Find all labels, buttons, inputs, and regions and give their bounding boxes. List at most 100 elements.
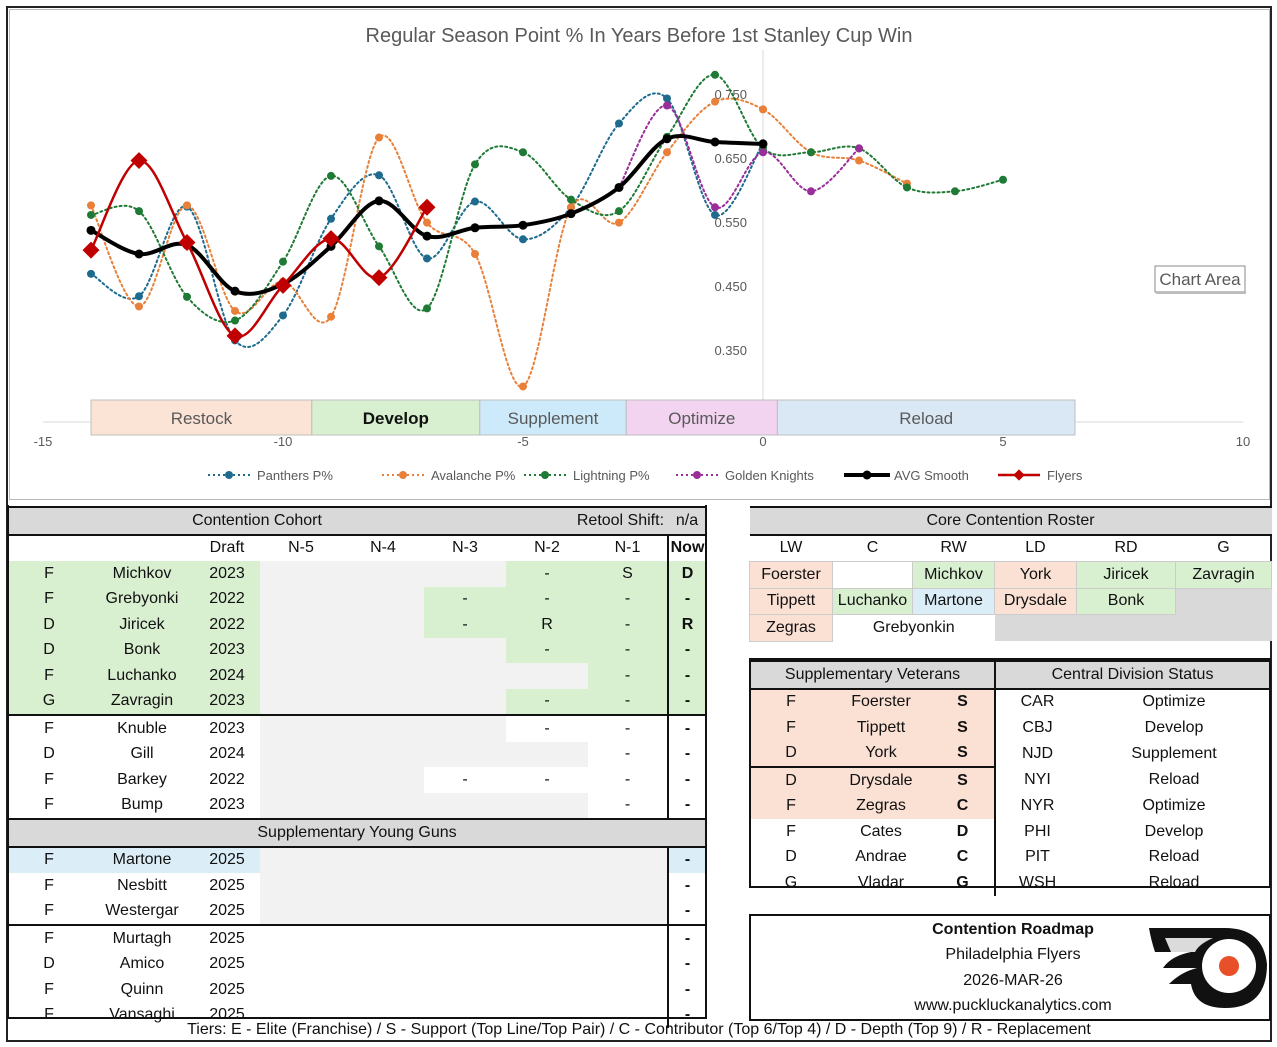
cohort-young-cell-1-0: F bbox=[44, 876, 54, 894]
data-point-avg-smooth bbox=[662, 134, 672, 144]
core-header-rw: RW bbox=[940, 539, 967, 557]
cohort-group1-cell-4-1: Luchanko bbox=[90, 663, 194, 689]
veteran-tier: S bbox=[931, 766, 997, 794]
data-point-lightning-p- bbox=[327, 171, 335, 180]
cohort-group1-cell-2-1: Jiricek bbox=[90, 612, 194, 638]
cohort-group2-cell-2-1: Barkey bbox=[117, 770, 167, 788]
core-cell-rd-1: Jiricek bbox=[1076, 561, 1176, 589]
data-point-avg-smooth bbox=[518, 220, 528, 230]
flyers-logo-icon bbox=[1149, 928, 1267, 1008]
data-point-flyers bbox=[274, 276, 292, 294]
cohort-young-cell-2-3 bbox=[260, 898, 342, 925]
core-cell-rw-1: Michkov bbox=[912, 561, 995, 589]
cohort-group2-cell-0-6: - bbox=[506, 714, 589, 742]
veteran-pos: G bbox=[784, 873, 798, 891]
data-point-golden-knights bbox=[807, 187, 815, 196]
phase-band-optimize bbox=[625, 399, 778, 436]
legend-label-avg-smooth: AVG Smooth bbox=[894, 468, 969, 483]
veteran-tier: S bbox=[931, 715, 997, 741]
legend-label-golden-knights: Golden Knights bbox=[725, 468, 814, 483]
data-point-panthers-p- bbox=[615, 119, 623, 128]
cohort-group1-cell-2-5: - bbox=[424, 612, 507, 638]
data-point-flyers bbox=[370, 269, 388, 287]
data-point-lightning-p- bbox=[999, 175, 1007, 184]
cohort-row: D Bonk 2023- - - bbox=[8, 637, 707, 663]
cohort-group1-cell-4-5 bbox=[424, 663, 507, 689]
veteran-name: York bbox=[831, 740, 931, 767]
cohort-group2-cell-0-0: F bbox=[8, 714, 90, 742]
veteran-name: Vladar bbox=[857, 873, 905, 891]
cohort-young-cell-1-5 bbox=[424, 873, 507, 899]
data-point-avalanche-p- bbox=[471, 250, 479, 258]
cohort-group1-cell-5-3 bbox=[260, 688, 342, 715]
data-point-lightning-p- bbox=[807, 148, 815, 157]
veteran-tier: C bbox=[931, 793, 997, 819]
cohort-group1-cell-5-7: - bbox=[588, 688, 669, 715]
core-cell-empty-3 bbox=[994, 614, 1272, 641]
cohort-group2-cell-2-3 bbox=[260, 767, 342, 793]
data-point-panthers-p- bbox=[519, 235, 527, 244]
data-point-lightning-p- bbox=[279, 257, 287, 266]
cohort-header-col-5: N-3 bbox=[452, 539, 478, 557]
cohort-young2-cell-1-0: D bbox=[43, 955, 55, 973]
veteran-name: Tippett bbox=[831, 715, 931, 741]
cohort-group1-cell-0-3 bbox=[260, 561, 342, 587]
division-status: Reload bbox=[1148, 873, 1200, 891]
data-point-avalanche-p- bbox=[567, 203, 575, 212]
division-status: Supplement bbox=[1131, 744, 1217, 762]
legend-marker-avg-smooth bbox=[862, 470, 872, 480]
x-tick-label: -10 bbox=[274, 434, 293, 449]
cohort-group2-cell-1-2: 2024 bbox=[209, 745, 245, 763]
cohort-young-cell-1-7 bbox=[588, 873, 669, 899]
cohort-header-col-7: N-1 bbox=[614, 539, 641, 557]
phase-label-reload: Reload bbox=[899, 409, 953, 428]
data-point-panthers-p- bbox=[423, 254, 431, 263]
division-status: Optimize bbox=[1142, 797, 1206, 815]
data-point-flyers bbox=[322, 230, 340, 248]
veterans-title: Supplementary Veterans bbox=[751, 660, 997, 690]
cohort-young2-cell-2-0: F bbox=[44, 980, 54, 998]
core-cell-c-1 bbox=[832, 561, 913, 589]
veteran-name: Cates bbox=[860, 822, 902, 840]
legend-marker-lightning-p- bbox=[541, 471, 549, 479]
veteran-tier: G bbox=[931, 870, 997, 896]
data-point-avg-smooth bbox=[566, 209, 576, 219]
data-point-golden-knights bbox=[663, 101, 671, 110]
line-chart: Regular Season Point % In Years Before 1… bbox=[34, 25, 1251, 483]
core-cell-c-2: Luchanko bbox=[832, 587, 913, 615]
veteran-name: Andrae bbox=[855, 848, 907, 866]
cohort-young-cell-0-3 bbox=[260, 846, 342, 873]
y-tick-label: 0.450 bbox=[714, 279, 747, 294]
cohort-young-cell-0-7 bbox=[588, 846, 669, 873]
roadmap-url[interactable]: www.puckluckanalytics.com bbox=[914, 997, 1112, 1014]
core-roster-title: Core Contention Roster bbox=[749, 506, 1272, 536]
cohort-young2-cell-2-2: 2025 bbox=[209, 980, 245, 998]
data-point-golden-knights bbox=[855, 144, 863, 153]
cohort-group1-cell-3-3 bbox=[260, 637, 342, 663]
cohort-young-cell-2-2: 2025 bbox=[209, 902, 245, 920]
cohort-young-cell-2-6 bbox=[506, 898, 589, 925]
cohort-group1-cell-0-0: F bbox=[8, 561, 90, 587]
cohort-group1-cell-0-7: S bbox=[588, 561, 669, 587]
cohort-group1-cell-2-6: R bbox=[506, 612, 589, 638]
veteran-pos: F bbox=[786, 822, 796, 840]
cohort-group1-cell-1-1: Grebyonki bbox=[90, 586, 194, 612]
cohort-group1-cell-1-4 bbox=[342, 586, 424, 612]
cohort-group1-cell-2-8: R bbox=[667, 612, 707, 638]
cohort-group2-cell-1-6 bbox=[506, 741, 589, 767]
cohort-young2-cell-2-8: - bbox=[667, 977, 707, 1003]
cohort-young2-cell-1-2: 2025 bbox=[209, 955, 245, 973]
cohort-group2-cell-1-4 bbox=[342, 741, 424, 767]
cohort-row: F Grebyonki 2022- - - - bbox=[8, 586, 707, 612]
data-point-avalanche-p- bbox=[87, 201, 95, 210]
phase-label-supplement: Supplement bbox=[508, 409, 599, 428]
cohort-group1-cell-5-6: - bbox=[506, 688, 589, 715]
core-cell-rw-2: Martone bbox=[912, 587, 995, 615]
chart-area[interactable]: Regular Season Point % In Years Before 1… bbox=[9, 9, 1270, 500]
cohort-group1-cell-3-0: D bbox=[8, 637, 90, 663]
cohort-young-cell-0-6 bbox=[506, 846, 589, 873]
data-point-avg-smooth bbox=[470, 223, 480, 233]
data-point-lightning-p- bbox=[375, 242, 383, 251]
veterans-division-box bbox=[749, 658, 1271, 888]
data-point-golden-knights bbox=[711, 203, 719, 212]
